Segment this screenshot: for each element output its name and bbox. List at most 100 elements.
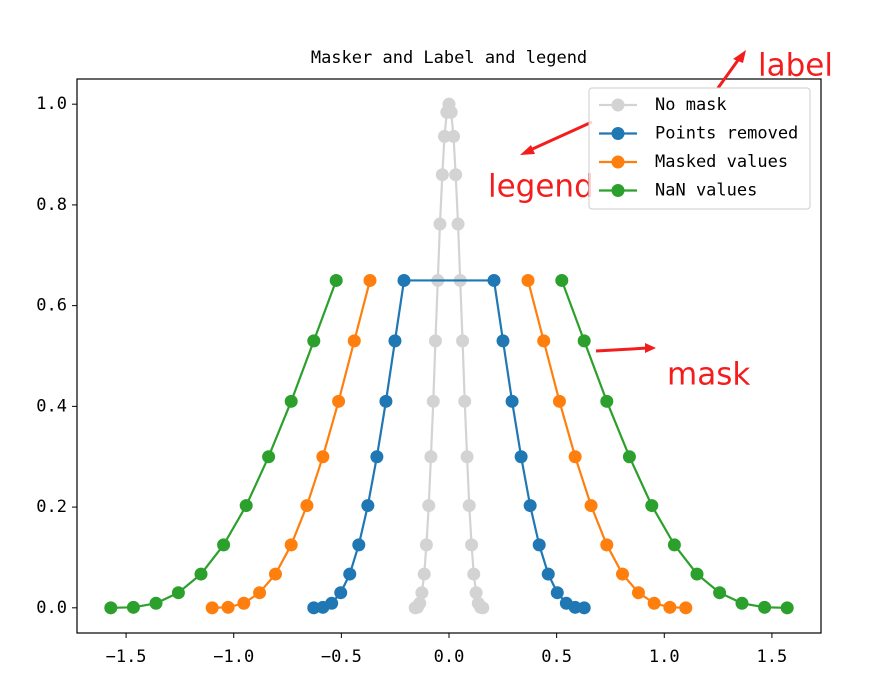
x-tick-label: −1.5 <box>106 647 147 667</box>
marker <box>104 601 118 615</box>
x-tick-label: −0.5 <box>321 647 362 667</box>
x-tick-label: 0.5 <box>541 647 572 667</box>
y-tick-label: 0.4 <box>36 396 67 416</box>
legend-marker <box>611 98 625 112</box>
marker <box>370 450 384 464</box>
marker <box>465 538 479 552</box>
chart-title: Masker and Label and legend <box>311 48 587 68</box>
marker <box>458 394 472 408</box>
legend-label: NaN values <box>655 181 757 201</box>
y-tick-label: 0.2 <box>36 497 67 517</box>
marker <box>428 334 442 348</box>
marker <box>239 499 253 513</box>
marker <box>379 394 393 408</box>
marker <box>521 273 535 287</box>
marker <box>426 394 440 408</box>
marker <box>568 450 582 464</box>
marker <box>487 273 501 287</box>
marker <box>645 499 659 513</box>
marker <box>284 538 298 552</box>
legend-box <box>588 87 811 210</box>
marker <box>347 334 361 348</box>
marker <box>735 596 749 610</box>
x-tick-label: 0.0 <box>434 647 465 667</box>
marker <box>476 601 490 615</box>
marker <box>600 538 614 552</box>
marker <box>690 567 704 581</box>
marker <box>329 273 343 287</box>
marker <box>253 586 267 600</box>
marker <box>237 596 251 610</box>
arrow-head <box>733 50 746 63</box>
marker <box>600 394 614 408</box>
marker <box>435 168 449 182</box>
legend-marker <box>611 127 625 140</box>
plot-area <box>104 97 794 615</box>
marker <box>550 586 564 600</box>
marker <box>447 129 461 143</box>
marker <box>221 600 235 614</box>
legend-label: Masked values <box>655 152 788 172</box>
legend-marker <box>611 184 625 197</box>
marker <box>667 538 681 552</box>
x-tick-label: −1.0 <box>213 647 254 667</box>
marker <box>343 567 357 581</box>
arrow <box>527 120 593 153</box>
marker <box>444 105 458 119</box>
marker <box>419 538 433 552</box>
marker <box>325 596 339 610</box>
marker <box>523 499 537 513</box>
legend-marker <box>611 155 625 169</box>
annotation: label <box>758 48 833 84</box>
marker <box>417 567 431 581</box>
marker <box>505 394 519 408</box>
marker <box>433 217 447 231</box>
y-tick-label: 1.0 <box>36 94 67 114</box>
marker <box>424 450 438 464</box>
marker <box>205 601 219 615</box>
marker <box>262 450 276 464</box>
marker <box>541 567 555 581</box>
legend-label: No mask <box>655 95 727 115</box>
marker <box>537 334 551 348</box>
marker <box>194 567 208 581</box>
marker <box>332 394 346 408</box>
legend-label: Points removed <box>655 124 798 144</box>
annotation: legend <box>488 169 594 205</box>
series-line <box>313 279 585 609</box>
marker <box>268 567 282 581</box>
marker <box>316 450 330 464</box>
marker <box>449 168 463 182</box>
marker <box>496 334 510 348</box>
marker <box>758 600 772 614</box>
marker <box>217 538 231 552</box>
marker <box>126 600 140 614</box>
marker <box>663 600 677 614</box>
marker <box>307 334 321 348</box>
marker <box>413 596 427 610</box>
marker <box>622 450 636 464</box>
marker <box>149 596 163 610</box>
y-tick-label: 0.6 <box>36 296 67 316</box>
marker <box>469 586 483 600</box>
marker <box>334 586 348 600</box>
marker <box>679 601 693 615</box>
marker <box>552 394 566 408</box>
marker <box>577 601 591 615</box>
marker <box>584 499 598 513</box>
marker <box>415 586 429 600</box>
x-tick-label: 1.0 <box>649 647 680 667</box>
marker <box>284 394 298 408</box>
annotation: mask <box>667 357 750 393</box>
x-tick-label: 1.5 <box>757 647 788 667</box>
marker <box>462 499 476 513</box>
marker <box>397 273 411 287</box>
y-tick-label: 0.0 <box>36 598 67 618</box>
marker <box>616 567 630 581</box>
marker <box>388 334 402 348</box>
marker <box>467 567 481 581</box>
arrow <box>716 55 743 89</box>
marker <box>780 601 794 615</box>
marker <box>532 538 546 552</box>
